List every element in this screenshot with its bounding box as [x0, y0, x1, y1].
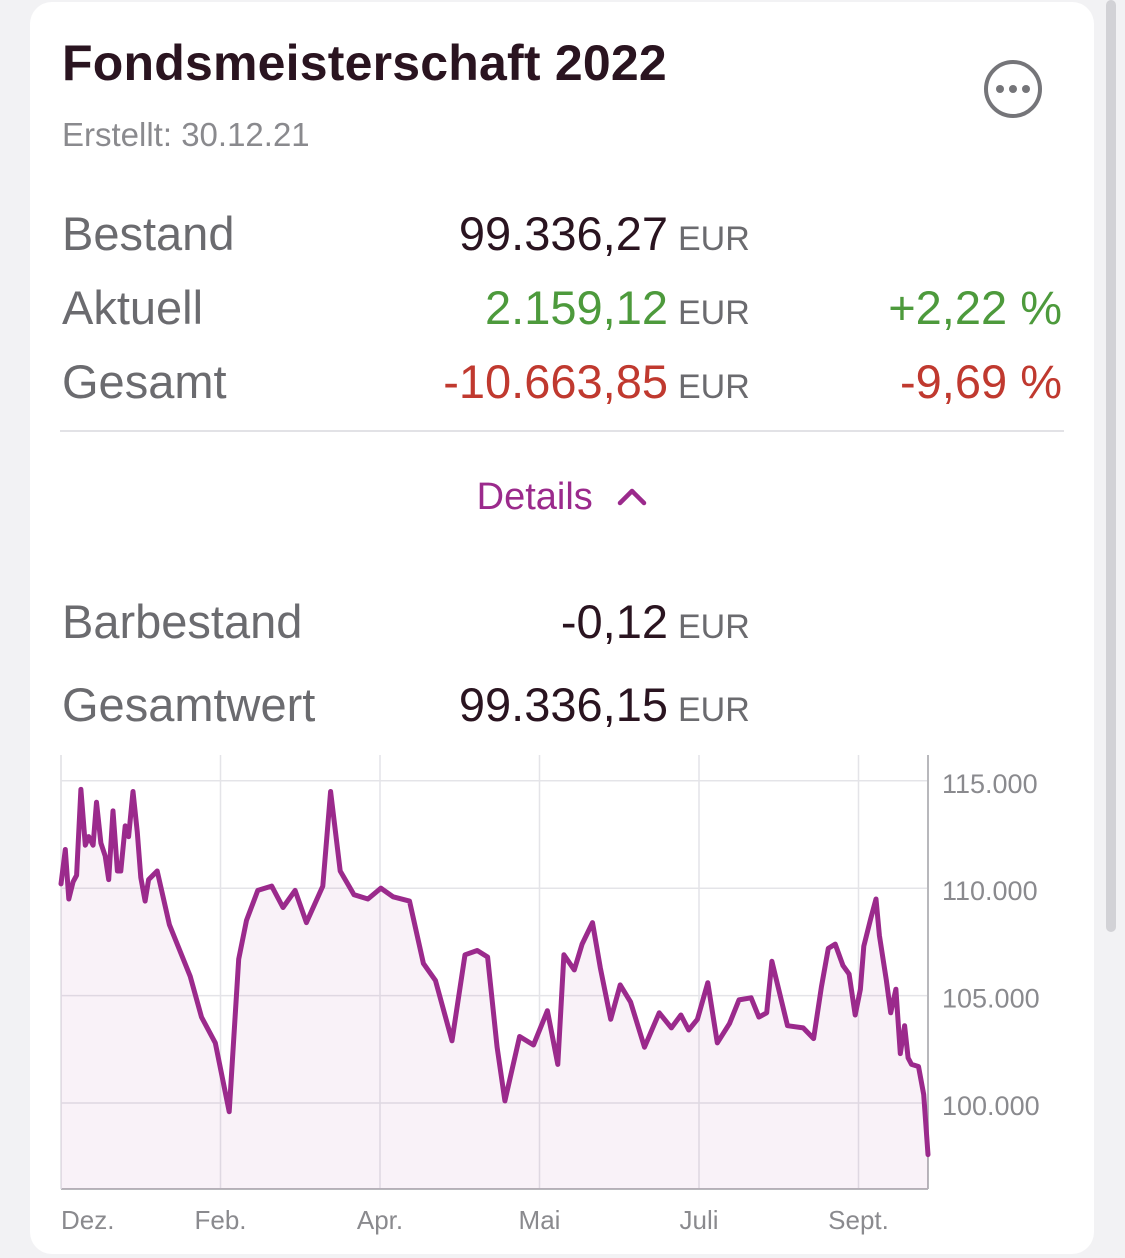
summary-currency: EUR [678, 368, 750, 406]
summary-amount: 2.159,12 [485, 281, 668, 334]
x-tick-label: Sept. [828, 1205, 889, 1235]
summary-row-bestand: Bestand 99.336,27 EUR [30, 206, 1094, 266]
more-horizontal-icon-dot [1009, 85, 1017, 93]
summary-label: Aktuell [62, 281, 204, 334]
more-options-button[interactable] [984, 60, 1042, 118]
y-tick-label: 110.000 [942, 876, 1038, 906]
chart-area-fill [61, 789, 928, 1189]
y-tick-label: 100.000 [942, 1091, 1040, 1121]
x-tick-label: Mai [519, 1205, 561, 1235]
summary-label: Gesamt [62, 355, 227, 408]
x-tick-label: Juli [679, 1205, 718, 1235]
cash-label: Gesamtwert [62, 678, 316, 731]
summary-currency: EUR [678, 294, 750, 332]
cash-row-barbestand: Barbestand -0,12 EUR [30, 594, 1094, 654]
y-tick-label: 115.000 [942, 769, 1038, 799]
more-horizontal-icon-dot [1022, 85, 1030, 93]
cash-row-gesamtwert: Gesamtwert 99.336,15 EUR [30, 677, 1094, 737]
summary-percent: -9,69 % [900, 355, 1062, 408]
cash-amount: -0,12 [560, 595, 668, 648]
summary-currency: EUR [678, 220, 750, 258]
scrollbar[interactable] [1106, 0, 1116, 932]
chevron-up-icon [617, 473, 647, 516]
portfolio-title: Fondsmeisterschaft 2022 [62, 35, 667, 91]
details-label: Details [476, 476, 593, 518]
summary-label: Bestand [62, 207, 235, 260]
summary-row-aktuell: Aktuell 2.159,12 EUR +2,22 % [30, 280, 1094, 340]
summary-amount: 99.336,27 [458, 207, 668, 260]
details-toggle[interactable]: Details [30, 476, 1094, 519]
x-tick-label: Feb. [194, 1205, 246, 1235]
more-horizontal-icon [996, 85, 1004, 93]
chart-series-line [58, 786, 931, 1158]
x-tick-label: Dez. [61, 1205, 114, 1235]
cash-currency: EUR [678, 608, 750, 646]
summary-percent: +2,22 % [888, 281, 1062, 334]
y-tick-label: 105.000 [942, 984, 1040, 1014]
cash-label: Barbestand [62, 595, 303, 648]
summary-amount: -10.663,85 [443, 355, 668, 408]
portfolio-value-chart: 115.000 110.000 105.000 100.000 Dez. Feb. Apr.… [58, 755, 1040, 1235]
x-tick-label: Apr. [357, 1205, 403, 1235]
cash-amount: 99.336,15 [458, 678, 668, 731]
divider [60, 430, 1064, 432]
cash-currency: EUR [678, 691, 750, 729]
summary-row-gesamt: Gesamt -10.663,85 EUR -9,69 % [30, 354, 1094, 414]
created-date: Erstellt: 30.12.21 [62, 116, 310, 153]
portfolio-card: Fondsmeisterschaft 2022 Erstellt: 30.12.… [30, 2, 1094, 1254]
